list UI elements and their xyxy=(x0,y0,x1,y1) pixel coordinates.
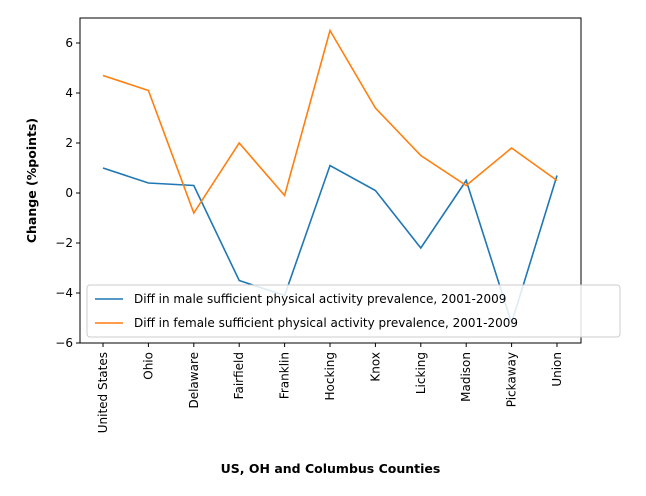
x-tick-label: Delaware xyxy=(187,352,201,409)
series-line-1 xyxy=(102,164,558,326)
x-tick-label: Union xyxy=(550,352,564,387)
legend-label-1: Diff in male sufficient physical activit… xyxy=(134,292,506,306)
x-tick-label: Knox xyxy=(368,352,382,382)
y-tick-label: 4 xyxy=(65,86,73,100)
series-line-2 xyxy=(102,28,558,215)
x-tick-label: Hocking xyxy=(323,352,337,400)
x-axis-title: US, OH and Columbus Counties xyxy=(221,461,441,476)
legend-label-2: Diff in female sufficient physical activ… xyxy=(134,316,518,330)
x-tick-label: United States xyxy=(96,352,110,433)
x-tick-label: Ohio xyxy=(141,352,155,380)
x-tick-label: Franklin xyxy=(278,352,292,399)
x-tick-label: Fairfield xyxy=(232,352,246,399)
x-tick-label: Licking xyxy=(414,352,428,394)
y-tick-label: 6 xyxy=(65,36,73,50)
y-axis: −6 −4 −2 0 2 4 6 xyxy=(55,36,80,350)
x-tick-label: Madison xyxy=(459,352,473,402)
legend-box xyxy=(86,284,621,338)
x-axis: United States Ohio Delaware Fairfield Frankl… xyxy=(96,343,564,433)
x-tick-label: Pickaway xyxy=(505,352,519,407)
y-tick-label: 2 xyxy=(65,136,73,150)
y-axis-title: Change (%points) xyxy=(24,118,39,243)
plot-lines xyxy=(102,28,558,326)
y-tick-label: −6 xyxy=(55,336,73,350)
y-tick-label: −4 xyxy=(55,286,73,300)
y-tick-label: −2 xyxy=(55,236,73,250)
legend: Diff in male sufficient physical activit… xyxy=(86,284,621,338)
y-tick-label: 0 xyxy=(65,186,73,200)
